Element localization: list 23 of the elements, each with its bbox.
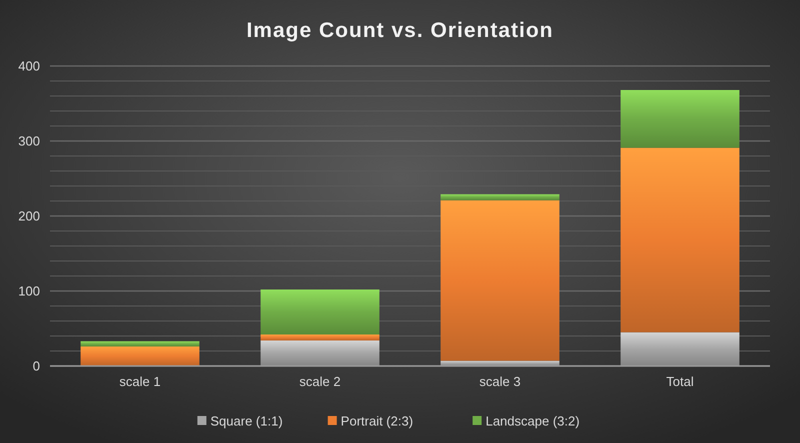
bar [80,346,200,366]
y-tick-label: 400 [18,58,40,74]
bar [260,334,380,340]
bar [440,194,560,200]
x-tick-label: scale 1 [119,374,161,389]
x-tick-label: scale 2 [299,374,341,389]
y-tick-label: 100 [18,284,40,299]
chart-title: Image Count vs. Orientation [246,19,554,42]
bar [440,200,560,361]
bar [80,341,200,346]
x-tick-label: scale 3 [479,374,521,389]
bar [260,340,380,366]
y-tick-label: 300 [18,134,40,149]
bar [260,290,380,334]
y-tick-label: 200 [18,208,40,224]
legend-label: Landscape (3:2) [486,414,580,429]
y-tick-label: 0 [32,358,40,374]
bar [620,90,740,148]
bar [620,148,740,332]
x-tick-label: Total [666,374,694,389]
legend-label: Portrait (2:3) [340,414,414,429]
bar [620,332,740,366]
legend-label: Square (1:1) [210,414,283,429]
